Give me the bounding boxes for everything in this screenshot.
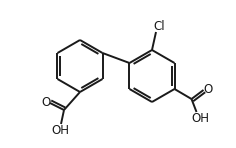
- Text: OH: OH: [51, 123, 69, 136]
- Text: OH: OH: [192, 111, 210, 124]
- Text: O: O: [203, 82, 212, 95]
- Text: O: O: [41, 95, 51, 108]
- Text: Cl: Cl: [153, 20, 165, 33]
